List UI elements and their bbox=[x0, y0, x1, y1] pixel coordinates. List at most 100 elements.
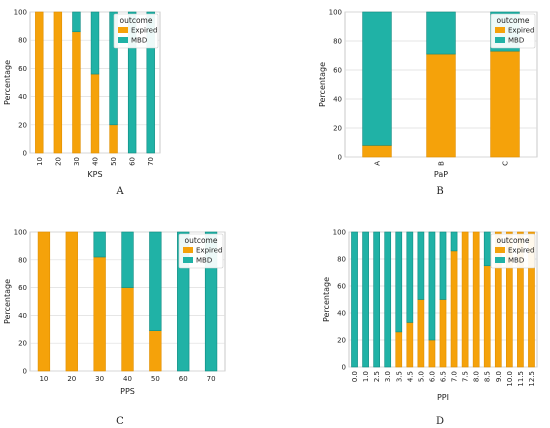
y-tick-label: 0 bbox=[23, 368, 27, 376]
x-tick-label: 1.0 bbox=[362, 371, 370, 382]
y-tick-label: 60 bbox=[333, 67, 342, 75]
bar-expired-11.5 bbox=[517, 231, 524, 368]
y-tick-label: 40 bbox=[18, 93, 27, 101]
x-axis-label: KPS bbox=[87, 170, 102, 179]
legend-label-expired: Expired bbox=[196, 247, 222, 255]
x-axis-label: PaP bbox=[434, 170, 448, 179]
bar-mbd-40 bbox=[121, 231, 134, 288]
legend-swatch-expired bbox=[495, 27, 505, 33]
bar-expired-C bbox=[490, 50, 520, 158]
bar-expired-7.5 bbox=[461, 231, 469, 368]
x-tick-label: 30 bbox=[95, 375, 104, 383]
legend: outcome Expired MBD bbox=[113, 13, 159, 49]
y-axis-label: Percentage bbox=[3, 60, 12, 105]
x-tick-label: 3.5 bbox=[395, 371, 403, 382]
bar-expired-12.5 bbox=[528, 231, 535, 368]
chart-panel-b: 0 20 40 60 80 100 A B C PaP Percentage outcome Expir… bbox=[318, 9, 538, 197]
x-tick-label: 7.0 bbox=[451, 371, 459, 382]
x-tick-label: 50 bbox=[151, 375, 160, 383]
y-tick-label: 100 bbox=[14, 229, 27, 237]
bar-mbd-60 bbox=[177, 231, 190, 372]
y-tick-label: 60 bbox=[18, 284, 27, 292]
x-tick-label: 10.0 bbox=[506, 371, 514, 387]
legend-swatch-expired bbox=[183, 247, 193, 253]
panel-caption: B bbox=[436, 186, 443, 197]
x-tick-label: 11.5 bbox=[517, 371, 525, 387]
y-tick-label: 20 bbox=[18, 340, 27, 348]
x-axis-label: PPI bbox=[437, 393, 449, 402]
bar-mbd-7.0 bbox=[450, 231, 458, 252]
y-axis-label: Percentage bbox=[322, 277, 331, 322]
bar-expired-30 bbox=[72, 31, 81, 154]
x-tick-label: 9.0 bbox=[495, 371, 503, 382]
x-tick-label: 3.0 bbox=[384, 371, 392, 382]
legend-swatch-mbd bbox=[495, 257, 505, 263]
bar-expired-30 bbox=[93, 256, 106, 372]
bar-expired-10 bbox=[37, 231, 51, 372]
x-tick-label: 0.0 bbox=[351, 371, 359, 382]
bar-expired-10 bbox=[35, 11, 44, 154]
y-tick-label: 80 bbox=[18, 256, 27, 264]
y-tick-label: 100 bbox=[14, 9, 27, 17]
bar-expired-50 bbox=[149, 330, 162, 372]
x-tick-label: 60 bbox=[129, 157, 137, 166]
legend: outcome Expired MBD bbox=[178, 233, 224, 269]
bar-expired-20 bbox=[65, 231, 78, 372]
x-tick-label: 20 bbox=[67, 375, 76, 383]
x-tick-label: 7.5 bbox=[462, 371, 470, 382]
y-tick-label: 0 bbox=[23, 150, 27, 158]
x-tick-label: 70 bbox=[207, 375, 216, 383]
x-tick-label: A bbox=[374, 161, 382, 166]
legend-label-expired: Expired bbox=[508, 27, 534, 35]
bar-mbd-1.0 bbox=[362, 231, 369, 368]
x-tick-label: 70 bbox=[147, 157, 155, 166]
bar-mbd-0.0 bbox=[351, 231, 358, 368]
bar-expired-8.5 bbox=[483, 265, 491, 368]
bar-mbd-2.5 bbox=[373, 231, 380, 368]
x-tick-label: B bbox=[438, 161, 446, 166]
legend-swatch-mbd bbox=[118, 37, 128, 43]
bar-expired-5.0 bbox=[417, 299, 425, 368]
bar-expired-4.5 bbox=[406, 322, 414, 368]
legend-swatch-expired bbox=[495, 247, 505, 253]
bar-mbd-3.0 bbox=[384, 231, 392, 368]
y-tick-label: 60 bbox=[337, 283, 346, 291]
legend-label-expired: Expired bbox=[131, 27, 157, 35]
y-tick-label: 0 bbox=[342, 364, 346, 372]
x-tick-label: 30 bbox=[73, 157, 81, 166]
y-tick-label: 20 bbox=[18, 121, 27, 129]
panel-caption: D bbox=[436, 416, 444, 427]
legend-title: outcome bbox=[497, 236, 530, 245]
bar-expired-10.0 bbox=[506, 231, 513, 368]
x-tick-label: 10 bbox=[36, 157, 44, 166]
y-tick-label: 80 bbox=[18, 37, 27, 45]
x-tick-label: 6.0 bbox=[428, 371, 436, 382]
bar-mbd-30 bbox=[72, 11, 81, 33]
y-tick-label: 40 bbox=[18, 312, 27, 320]
y-tick-label: 40 bbox=[337, 310, 346, 318]
legend-title: outcome bbox=[497, 16, 530, 25]
y-tick-label: 80 bbox=[337, 256, 346, 264]
y-axis-label: Percentage bbox=[318, 62, 327, 107]
bar-expired-9.0 bbox=[494, 231, 502, 368]
y-tick-label: 100 bbox=[333, 229, 346, 237]
bar-expired-6.0 bbox=[428, 339, 436, 368]
bar-expired-7.0 bbox=[450, 250, 458, 368]
legend-swatch-mbd bbox=[183, 257, 193, 263]
bar-mbd-30 bbox=[93, 231, 106, 258]
legend-swatch-expired bbox=[118, 27, 128, 33]
bar-expired-3.5 bbox=[395, 331, 403, 368]
bar-mbd-B bbox=[426, 11, 456, 55]
panel-caption: C bbox=[116, 416, 124, 427]
x-tick-label: 8.0 bbox=[473, 371, 481, 382]
legend: outcome Expired MBD bbox=[490, 13, 536, 49]
bar-expired-20 bbox=[53, 11, 63, 154]
chart-panel-c: 0 20 40 60 80 100 10 20 30 40 50 60 70 PPS Percentage o… bbox=[3, 229, 226, 427]
y-axis-label: Percentage bbox=[3, 279, 12, 324]
x-tick-label: 2.5 bbox=[373, 371, 381, 382]
y-tick-label: 80 bbox=[333, 38, 342, 46]
y-tick-label: 20 bbox=[333, 125, 342, 133]
bar-expired-40 bbox=[121, 287, 134, 372]
bar-expired-50 bbox=[109, 124, 118, 154]
bar-mbd-A bbox=[362, 11, 392, 146]
